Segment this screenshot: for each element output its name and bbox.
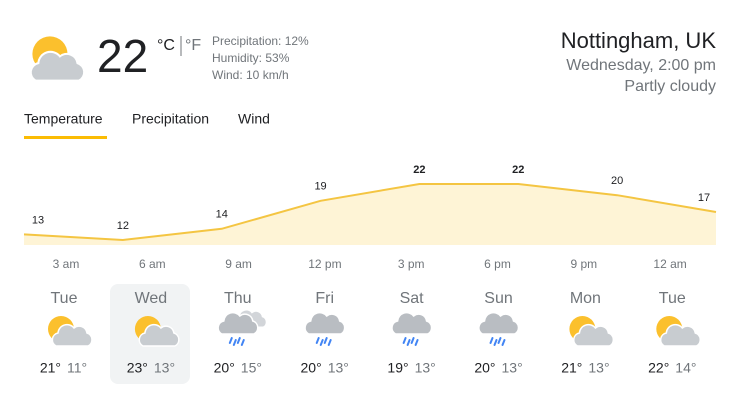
rain-drop — [493, 339, 498, 346]
rain-drop — [327, 339, 332, 346]
rain-drop — [228, 337, 233, 344]
high-temp: 20° — [474, 360, 495, 376]
high-temp: 19° — [387, 360, 408, 376]
location: Nottingham, UK — [561, 28, 717, 53]
day-icon — [217, 309, 267, 346]
tab[interactable]: Wind — [238, 111, 270, 127]
unit-fahrenheit[interactable]: °F — [185, 37, 201, 54]
rain-drop — [497, 337, 502, 344]
day-name: Wed — [135, 290, 168, 307]
time-label: 3 pm — [398, 257, 425, 271]
day-name: Sat — [400, 290, 425, 307]
low-temp: 14° — [675, 360, 696, 376]
low-temp: 13° — [502, 360, 523, 376]
day-icon — [134, 316, 180, 347]
low-temp: 15° — [241, 360, 262, 376]
high-temp: 21° — [40, 360, 61, 376]
day-name: Sun — [484, 290, 512, 307]
cloud — [217, 311, 259, 335]
rain-drop — [414, 339, 419, 346]
day-card[interactable]: Thu 20° 15° — [214, 290, 267, 376]
high-temp: 21° — [561, 360, 582, 376]
time-label: 9 am — [225, 257, 252, 271]
rain-drop — [402, 337, 407, 344]
value-label: 19 — [314, 181, 326, 193]
time-label: 6 am — [139, 257, 166, 271]
day-card[interactable]: Sun 20° 13° — [474, 290, 522, 375]
day-card[interactable]: Fri 20° 13° — [301, 290, 349, 375]
day-card[interactable]: Wed 23° 13° — [127, 290, 180, 376]
rain-drop — [410, 337, 415, 344]
value-label: 22 — [413, 164, 425, 176]
high-temp: 22° — [648, 360, 669, 376]
low-temp: 13° — [415, 360, 436, 376]
humidity: Humidity: 53% — [212, 51, 290, 65]
cloud — [138, 323, 180, 347]
day-name: Tue — [659, 290, 686, 307]
day-name: Tue — [51, 290, 78, 307]
cloud — [478, 311, 520, 335]
low-temp: 13° — [588, 360, 609, 376]
time-label: 3 am — [53, 257, 80, 271]
condition: Partly cloudy — [624, 78, 716, 95]
high-temp: 23° — [127, 360, 148, 376]
rain-drop — [240, 339, 245, 346]
value-label: 12 — [117, 220, 129, 232]
current-temperature: 22 — [97, 30, 148, 82]
unit-celsius[interactable]: °C — [157, 37, 175, 54]
day-name: Mon — [570, 290, 601, 307]
rain-drop — [406, 339, 411, 346]
day-card[interactable]: Mon 21° 13° — [561, 290, 615, 376]
rain-drop — [501, 339, 506, 346]
day-icon — [304, 311, 346, 346]
day-card[interactable]: Sat 19° 13° — [387, 290, 435, 375]
value-label: 17 — [698, 192, 710, 204]
precipitation: Precipitation: 12% — [212, 34, 309, 48]
high-temp: 20° — [214, 360, 235, 376]
low-temp: 11° — [67, 360, 87, 376]
day-icon — [478, 311, 520, 346]
day-name: Fri — [315, 290, 334, 307]
day-card[interactable]: Tue 21° 11° — [40, 290, 93, 376]
rain-drop — [489, 337, 494, 344]
area-fill — [24, 184, 716, 245]
cloud — [29, 50, 86, 82]
tab[interactable]: Precipitation — [132, 111, 209, 127]
cloud — [391, 311, 433, 335]
low-temp: 13° — [154, 360, 175, 376]
rain-drop — [315, 337, 320, 344]
rain-drop — [319, 339, 324, 346]
day-name: Thu — [224, 290, 252, 307]
time-label: 12 am — [653, 257, 686, 271]
tab[interactable]: Temperature — [24, 111, 103, 127]
time-label: 9 pm — [570, 257, 597, 271]
day-icon — [391, 311, 433, 346]
time-label: 6 pm — [484, 257, 511, 271]
current-icon — [29, 36, 86, 82]
value-label: 14 — [216, 209, 228, 221]
temperature-line — [23, 183, 717, 242]
time-label: 12 pm — [308, 257, 341, 271]
rain-drop — [232, 339, 237, 346]
cloud — [51, 323, 93, 347]
cloud — [573, 323, 615, 347]
day-icon — [569, 316, 615, 347]
date-time: Wednesday, 2:00 pm — [566, 57, 716, 74]
cloud — [304, 311, 346, 335]
day-icon — [48, 316, 93, 347]
rain-drop — [236, 337, 241, 344]
tab-underline — [24, 136, 107, 139]
value-label: 13 — [32, 214, 44, 226]
high-temp: 20° — [301, 360, 322, 376]
value-label: 20 — [611, 175, 623, 187]
value-label: 22 — [512, 164, 524, 176]
wind: Wind: 10 km/h — [212, 68, 289, 82]
low-temp: 13° — [328, 360, 349, 376]
day-icon — [656, 316, 701, 347]
rain-drop — [323, 337, 328, 344]
day-card[interactable]: Tue 22° 14° — [648, 290, 701, 376]
cloud — [660, 323, 701, 347]
